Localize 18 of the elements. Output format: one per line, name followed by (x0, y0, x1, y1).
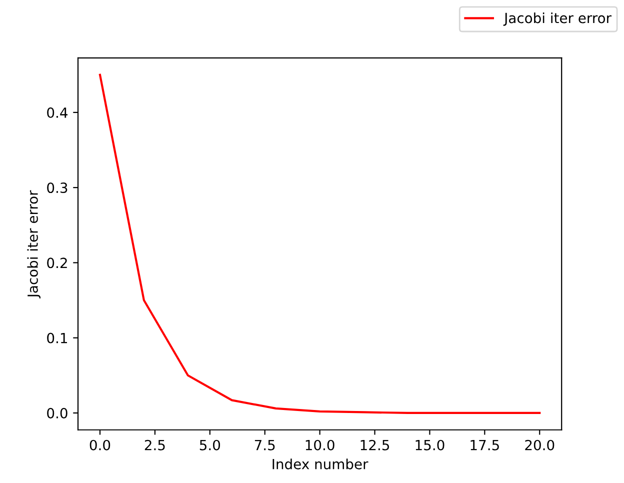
y-tick-label: 0.4 (47, 107, 68, 118)
x-tick-label: 2.5 (144, 440, 165, 450)
x-axis-title: Index number (272, 458, 368, 470)
x-tick-label: 15.0 (416, 440, 444, 450)
x-tick-label: 7.5 (254, 440, 275, 450)
x-tick-label: 20.0 (525, 440, 554, 450)
y-axis-title: Jacobi iter error (27, 190, 41, 298)
y-tick-label: 0.2 (47, 258, 67, 268)
y-tick-label: 0.3 (47, 182, 68, 194)
x-tick-label: 17.5 (470, 440, 499, 450)
y-tick-label: 0.1 (47, 332, 67, 344)
line-series (98, 74, 541, 414)
x-tick-label: 12.5 (360, 440, 390, 450)
x-tick-label: 0.0 (90, 440, 110, 450)
legend-label: Jacobi iter error (503, 12, 612, 26)
y-tick-label: 0.0 (47, 408, 68, 418)
x-tick-label: 10.0 (306, 440, 334, 450)
x-tick-label: 5.0 (200, 440, 220, 450)
